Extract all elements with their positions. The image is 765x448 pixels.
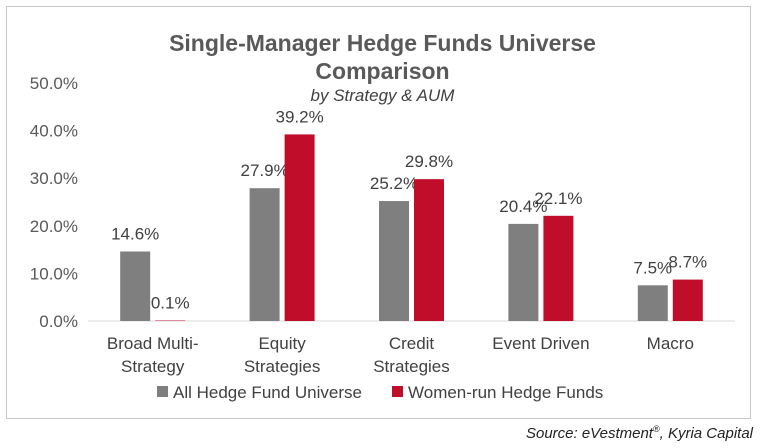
data-label: 14.6% (111, 225, 159, 244)
bar-all-universe (637, 285, 668, 321)
y-tick-label: 10.0% (30, 264, 78, 283)
legend-label-women-run: Women-run Hedge Funds (408, 383, 603, 402)
data-label: 29.8% (405, 152, 453, 171)
source-note: Source: eVestment®, Kyria Capital (526, 424, 753, 442)
data-label: 7.5% (633, 258, 672, 277)
bar-all-universe (508, 223, 539, 321)
x-category-label: Equity (258, 334, 306, 353)
chart-subtitle: by Strategy & AUM (310, 86, 455, 105)
data-label: 39.2% (275, 107, 323, 126)
data-label: 20.4% (499, 197, 547, 216)
y-tick-label: 40.0% (30, 122, 78, 141)
legend-swatch-all-universe (157, 386, 168, 397)
y-tick-label: 20.0% (30, 217, 78, 236)
chart-frame (6, 6, 751, 419)
bar-all-universe (249, 188, 280, 321)
source-registered-mark: ® (652, 424, 660, 434)
source-prefix: Source: eVestment (525, 425, 653, 442)
x-category-label: Strategy (121, 357, 185, 376)
y-tick-label: 0.0% (39, 312, 78, 331)
x-category-label: Event Driven (492, 334, 589, 353)
data-label: 27.9% (240, 161, 288, 180)
x-category-label: Broad Multi- (107, 334, 199, 353)
x-category-label: Macro (647, 334, 694, 353)
data-label: 22.1% (534, 189, 582, 208)
x-category-label: Strategies (373, 357, 450, 376)
bar-women-run (672, 279, 703, 321)
bar-women-run (414, 179, 444, 321)
data-label: 8.7% (668, 253, 707, 272)
bar-women-run (543, 215, 574, 321)
chart-title-line2: Comparison (315, 58, 450, 84)
bar-all-universe (120, 251, 151, 321)
x-category-label: Strategies (244, 357, 321, 376)
data-label: 0.1% (151, 294, 190, 313)
source-suffix: , Kyria Capital (659, 425, 753, 442)
chart-title-line1: Single-Manager Hedge Funds Universe (169, 30, 596, 56)
bar-women-run (284, 134, 315, 321)
legend-label-all-universe: All Hedge Fund Universe (173, 383, 362, 402)
y-tick-label: 50.0% (30, 74, 78, 93)
y-tick-label: 30.0% (30, 169, 78, 188)
x-category-label: Credit (389, 334, 435, 353)
legend-swatch-women-run (392, 386, 403, 397)
bar-all-universe (379, 201, 409, 321)
data-label: 25.2% (370, 174, 418, 193)
